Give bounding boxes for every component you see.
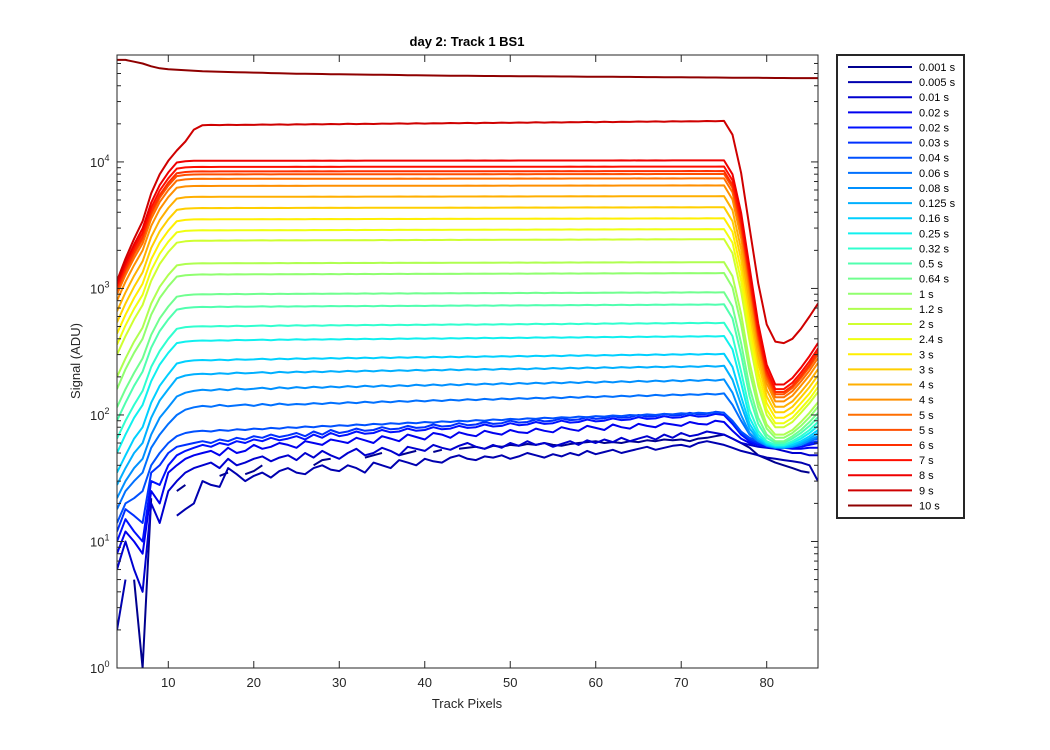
y-axis-label: Signal (ADU) [68, 323, 83, 399]
series-line [117, 217, 818, 419]
y-tick-label: 100 [90, 659, 109, 676]
legend-label: 1.2 s [919, 304, 943, 316]
series-line [117, 170, 818, 393]
series-line [117, 172, 818, 396]
legend-label: 0.32 s [919, 243, 949, 255]
legend-label: 0.005 s [919, 77, 956, 89]
series-line [117, 184, 818, 403]
x-tick-label: 50 [503, 675, 517, 690]
series-line [117, 272, 818, 439]
axis-layer: 10 20 30 40 50 60 70 80 100 101 102 103 104 [90, 54, 818, 690]
legend-label: 0.03 s [919, 138, 949, 150]
series-line [117, 419, 818, 555]
legend-label: 6 s [919, 440, 934, 452]
legend-label: 0.01 s [919, 92, 949, 104]
series-line [117, 335, 818, 454]
series-line [117, 378, 818, 499]
x-tick-label: 60 [588, 675, 602, 690]
legend-label: 0.04 s [919, 153, 949, 165]
series-line [117, 261, 818, 436]
legend-label: 9 s [919, 485, 934, 497]
legend-label: 0.64 s [919, 274, 949, 286]
series-line [117, 411, 818, 524]
plot-area [117, 55, 818, 668]
x-tick-label: 80 [759, 675, 773, 690]
legend-label: 2 s [919, 319, 934, 331]
chart-title: day 2: Track 1 BS1 [410, 34, 525, 49]
legend-label: 0.16 s [919, 213, 949, 225]
y-tick-label: 103 [90, 279, 109, 296]
series-line [117, 410, 818, 532]
series-line [117, 195, 818, 408]
legend: 0.001 s 0.005 s 0.01 s 0.02 s 0.02 s 0.03 s 0.… [836, 54, 965, 519]
plot-frame [116, 54, 819, 669]
legend-label: 5 s [919, 425, 934, 437]
legend-label: 0.08 s [919, 183, 949, 195]
legend-label: 0.02 s [919, 107, 949, 119]
series-line [117, 430, 818, 593]
legend-label: 0.25 s [919, 228, 949, 240]
series-layer [117, 58, 818, 668]
legend-label: 4 s [919, 395, 934, 407]
legend-label: 3 s [919, 364, 934, 376]
legend-label: 4 s [919, 380, 934, 392]
x-axis-label: Track Pixels [432, 696, 503, 711]
y-tick-label: 104 [90, 153, 109, 170]
series-line [117, 119, 818, 345]
series-line [117, 321, 818, 446]
legend-label: 0.06 s [919, 168, 949, 180]
series-line [117, 303, 818, 444]
legend-label: 0.02 s [919, 122, 949, 134]
series-line [117, 58, 818, 80]
legend-label: 10 s [919, 500, 940, 512]
legend-label: 5 s [919, 410, 934, 422]
series-line [117, 352, 818, 474]
x-tick-label: 10 [161, 675, 175, 690]
legend-label: 3 s [919, 349, 934, 361]
series-line [117, 206, 818, 414]
series-line [117, 177, 818, 399]
legend-box [836, 54, 965, 519]
legend-entries: 0.001 s 0.005 s 0.01 s 0.02 s 0.02 s 0.03 s 0.… [848, 62, 956, 512]
series-line [117, 412, 818, 543]
series-line [117, 228, 818, 425]
legend-label: 1 s [919, 289, 934, 301]
x-tick-label: 70 [674, 675, 688, 690]
series-line [117, 291, 818, 443]
y-tick-label: 101 [90, 532, 109, 549]
legend-label: 0.125 s [919, 198, 956, 210]
y-tick-label: 102 [90, 406, 109, 423]
series-line [117, 238, 818, 429]
series-line [117, 440, 818, 631]
legend-label: 7 s [919, 455, 934, 467]
legend-label: 0.001 s [919, 62, 956, 74]
series-line [133, 433, 810, 668]
series-line [117, 364, 818, 486]
x-tick-label: 30 [332, 675, 346, 690]
legend-label: 0.5 s [919, 259, 943, 271]
series-line [117, 165, 818, 391]
series-line [117, 159, 818, 386]
x-tick-label: 40 [418, 675, 432, 690]
series-line [117, 392, 818, 510]
x-tick-label: 20 [247, 675, 261, 690]
legend-label: 2.4 s [919, 334, 943, 346]
legend-label: 8 s [919, 470, 934, 482]
